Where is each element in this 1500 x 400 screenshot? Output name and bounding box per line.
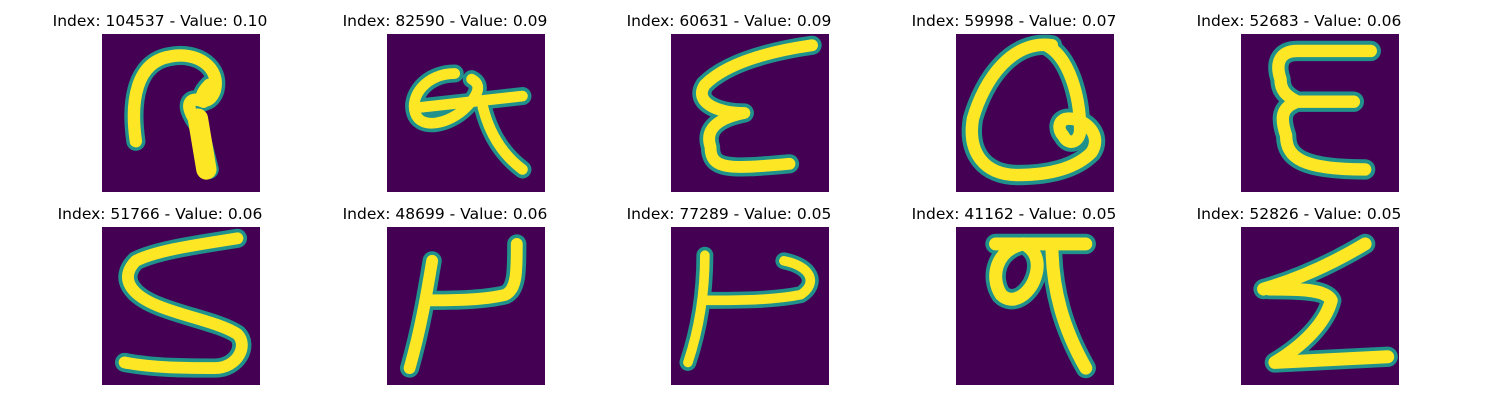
panel-title: Index: 59998 - Value: 0.07 [911, 12, 1117, 30]
digit-image [387, 34, 545, 192]
digit-image [102, 227, 260, 385]
panel-8: Index: 77289 - Value: 0.05 [614, 204, 844, 385]
digit-image [956, 227, 1114, 385]
digit-image [956, 34, 1114, 192]
panel-title: Index: 48699 - Value: 0.06 [342, 205, 548, 223]
panel-10: Index: 52826 - Value: 0.05 [1184, 204, 1414, 385]
panel-title: Index: 60631 - Value: 0.09 [626, 12, 832, 30]
panel-title: Index: 52826 - Value: 0.05 [1196, 205, 1402, 223]
panel-5: Index: 52683 - Value: 0.06 [1184, 11, 1414, 192]
digit-image [671, 227, 829, 385]
panel-title: Index: 51766 - Value: 0.06 [57, 205, 263, 223]
panel-7: Index: 48699 - Value: 0.06 [330, 204, 560, 385]
panel-title: Index: 82590 - Value: 0.09 [342, 12, 548, 30]
digit-image [102, 34, 260, 192]
digit-image [1241, 227, 1399, 385]
panel-4: Index: 59998 - Value: 0.07 [899, 11, 1129, 192]
panel-title: Index: 77289 - Value: 0.05 [626, 205, 832, 223]
panel-title: Index: 41162 - Value: 0.05 [911, 205, 1117, 223]
panel-title: Index: 104537 - Value: 0.10 [52, 12, 268, 30]
panel-3: Index: 60631 - Value: 0.09 [614, 11, 844, 192]
digit-image [671, 34, 829, 192]
digit-image [1241, 34, 1399, 192]
panel-9: Index: 41162 - Value: 0.05 [899, 204, 1129, 385]
panel-1: Index: 104537 - Value: 0.10 [45, 11, 275, 192]
digit-image [387, 227, 545, 385]
panel-2: Index: 82590 - Value: 0.09 [330, 11, 560, 192]
panel-title: Index: 52683 - Value: 0.06 [1196, 12, 1402, 30]
panel-6: Index: 51766 - Value: 0.06 [45, 204, 275, 385]
